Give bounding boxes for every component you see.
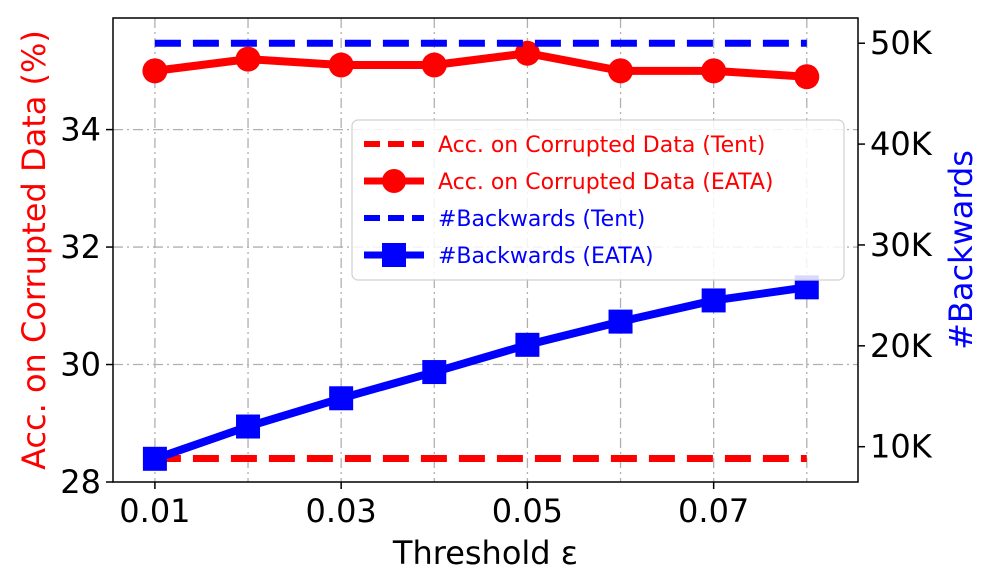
- y-right-tick-label: 50K: [870, 24, 933, 62]
- y-right-tick-label: 40K: [870, 125, 933, 163]
- y-axis-left-label: Acc. on Corrupted Data (%): [15, 30, 53, 470]
- data-point-circle: [235, 46, 261, 72]
- series-line-backwards-eata: [153, 283, 808, 463]
- legend-swatch-marker: [382, 169, 406, 193]
- data-point-square: [142, 446, 167, 471]
- x-axis: 0.01 0.03 0.05 0.07: [119, 482, 749, 530]
- legend-label: #Backwards (Tent): [438, 207, 645, 232]
- data-point-square: [329, 386, 354, 411]
- series-acc-on-corrupted-data-eata: [142, 40, 820, 90]
- x-axis-label: Threshold ε: [392, 534, 578, 572]
- data-point-circle: [514, 40, 540, 66]
- series-line-acc-on-corrupted-data-eata: [154, 49, 808, 81]
- y-right-tick-label: 20K: [870, 327, 933, 365]
- y-axis-left: 28 30 32 34: [60, 111, 113, 501]
- legend-label: Acc. on Corrupted Data (EATA): [438, 170, 774, 195]
- y-left-tick-label: 34: [60, 111, 101, 149]
- data-point-square: [515, 332, 540, 357]
- series-backwards-eata: [142, 275, 819, 471]
- data-point-square: [608, 309, 633, 334]
- legend-entry-acc-on-corrupted-data-tent: Acc. on Corrupted Data (Tent): [364, 133, 765, 158]
- series-layer: [142, 39, 820, 471]
- y-left-tick-label: 32: [60, 228, 101, 266]
- data-point-circle: [608, 58, 634, 84]
- x-tick-label: 0.03: [306, 492, 377, 530]
- x-tick-label: 0.01: [119, 492, 190, 530]
- legend-label: #Backwards (EATA): [438, 244, 654, 269]
- y-axis-right: 10K 20K 30K 40K 50K: [858, 24, 933, 466]
- plot-frame: [112, 17, 859, 483]
- data-point-circle: [142, 58, 168, 84]
- legend-label: Acc. on Corrupted Data (Tent): [438, 133, 765, 158]
- legend: Acc. on Corrupted Data (Tent) Acc. on Cor…: [351, 119, 845, 281]
- y-right-tick-label: 30K: [870, 226, 933, 264]
- data-point-square: [236, 414, 261, 439]
- y-right-tick-label: 10K: [870, 428, 933, 466]
- data-point-square: [422, 360, 447, 385]
- legend-swatch-marker: [382, 243, 406, 267]
- data-point-square: [701, 288, 726, 313]
- data-point-circle: [794, 64, 820, 90]
- y-left-tick-label: 30: [60, 346, 101, 384]
- y-axis-right-label: #Backwards: [942, 150, 980, 350]
- data-point-circle: [421, 52, 447, 78]
- data-point-circle: [701, 58, 727, 84]
- legend-entry-backwards-tent: #Backwards (Tent): [364, 207, 645, 232]
- legend-entry-backwards-eata: #Backwards (EATA): [364, 243, 654, 269]
- data-point-circle: [328, 52, 354, 78]
- legend-box: [351, 119, 845, 281]
- legend-entry-acc-on-corrupted-data-eata: Acc. on Corrupted Data (EATA): [364, 169, 774, 195]
- y-left-tick-label: 28: [60, 463, 101, 501]
- x-tick-label: 0.07: [678, 492, 749, 530]
- x-tick-label: 0.05: [492, 492, 563, 530]
